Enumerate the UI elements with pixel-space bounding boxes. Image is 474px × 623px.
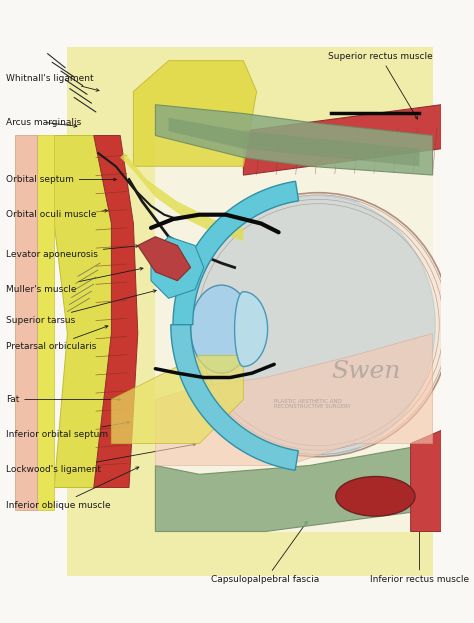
Text: Orbital septum: Orbital septum [6, 175, 117, 184]
Polygon shape [138, 237, 191, 281]
Text: Levator aponeurosis: Levator aponeurosis [6, 245, 138, 259]
Polygon shape [155, 105, 433, 175]
Polygon shape [111, 356, 244, 444]
Text: Pretarsal orbicularis: Pretarsal orbicularis [6, 326, 108, 351]
Text: Muller's muscle: Muller's muscle [6, 267, 143, 294]
Polygon shape [244, 105, 441, 175]
Text: Superior tarsus: Superior tarsus [6, 290, 156, 325]
Circle shape [186, 193, 450, 457]
Polygon shape [173, 181, 299, 325]
Polygon shape [155, 333, 433, 465]
Text: Swen: Swen [331, 359, 401, 383]
Polygon shape [67, 47, 433, 576]
Text: Superior rectus muscle: Superior rectus muscle [328, 52, 433, 119]
Polygon shape [94, 135, 138, 488]
Polygon shape [235, 292, 268, 366]
Text: Lockwood's ligament: Lockwood's ligament [6, 444, 196, 474]
Polygon shape [120, 153, 244, 241]
Text: Whitnall's ligament: Whitnall's ligament [6, 74, 99, 91]
Text: Orbital oculi muscle: Orbital oculi muscle [6, 209, 108, 219]
Text: Fat: Fat [6, 395, 121, 404]
Polygon shape [15, 135, 36, 510]
Text: PLASTIC AESTHETIC AND
RECONSTRUCTIVE SURGERY: PLASTIC AESTHETIC AND RECONSTRUCTIVE SUR… [274, 399, 351, 409]
Polygon shape [155, 135, 441, 531]
Ellipse shape [336, 477, 415, 516]
Polygon shape [410, 430, 441, 531]
Text: Inferior orbital septum: Inferior orbital septum [6, 421, 130, 439]
Polygon shape [169, 118, 419, 166]
Polygon shape [155, 444, 433, 531]
Polygon shape [151, 237, 204, 298]
Polygon shape [36, 135, 54, 510]
Polygon shape [133, 60, 256, 166]
Polygon shape [171, 325, 298, 470]
Text: Capsulopalpebral fascia: Capsulopalpebral fascia [211, 521, 319, 584]
Text: Inferior oblique muscle: Inferior oblique muscle [6, 467, 139, 510]
Ellipse shape [191, 285, 252, 373]
Text: Inferior rectus muscle: Inferior rectus muscle [370, 505, 469, 584]
Polygon shape [54, 135, 111, 488]
Text: Arcus marginalis: Arcus marginalis [6, 118, 81, 127]
